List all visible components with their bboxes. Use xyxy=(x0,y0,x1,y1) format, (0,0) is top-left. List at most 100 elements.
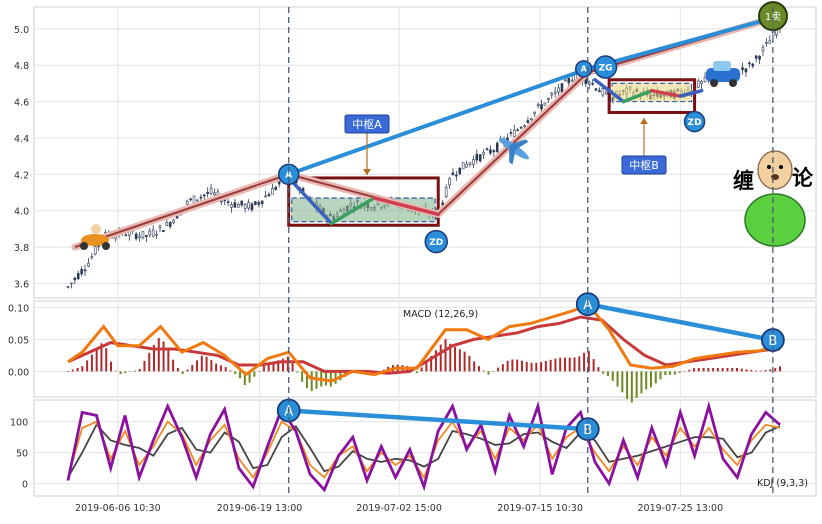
macd-histogram-bar xyxy=(215,363,218,372)
candle-body xyxy=(594,88,598,91)
candle-body xyxy=(604,91,608,95)
macd-divergence-line xyxy=(585,301,776,343)
candle-body xyxy=(536,104,540,106)
candle-body xyxy=(70,282,73,285)
macd-histogram-bar xyxy=(506,360,509,372)
car-wheel xyxy=(729,79,737,87)
macd-histogram-bar xyxy=(587,351,590,372)
x-tick-2: 2019-07-02 15:00 xyxy=(356,503,442,514)
macd-histogram-bar xyxy=(71,369,74,372)
macd-histogram-bar xyxy=(138,368,141,372)
macd-histogram-bar xyxy=(186,369,189,372)
kdj-ytick-2: 0 xyxy=(22,480,28,491)
macd-histogram-bar xyxy=(420,367,423,372)
macd-histogram-bar xyxy=(153,344,156,372)
macd-histogram-bar xyxy=(277,360,280,372)
candle-body xyxy=(155,233,158,236)
candle-body xyxy=(751,63,755,67)
zhongshu-b-callout-label: 中枢B xyxy=(629,158,659,172)
candle-body xyxy=(451,172,455,176)
macd-histogram-bar xyxy=(779,366,781,372)
scooter-body xyxy=(81,234,109,246)
monk-head xyxy=(757,150,793,190)
macd-histogram-bar xyxy=(525,361,528,372)
macd-histogram-bar xyxy=(769,369,772,372)
axes: 3.6 3.8 4.0 4.2 4.4 4.6 4.8 5.0 0.10 0.05 0.00 100 5… xyxy=(8,7,774,514)
macd-histogram-bar xyxy=(167,350,170,372)
candle-body xyxy=(761,47,765,52)
candle-body xyxy=(495,142,499,152)
candle-body xyxy=(543,102,547,106)
macd-histogram-bar xyxy=(329,371,332,387)
macd-histogram-bar xyxy=(454,347,457,372)
candle-body xyxy=(547,98,550,100)
candle-body xyxy=(703,77,707,83)
macd-histogram-bar xyxy=(458,349,461,372)
scooter-wheel xyxy=(102,242,110,250)
candle-body xyxy=(553,91,557,94)
macd-histogram-bar xyxy=(200,355,203,372)
macd-histogram-bar xyxy=(683,371,686,372)
zhongshu-b-callout-arrowhead xyxy=(640,118,648,124)
candle-body xyxy=(601,88,605,96)
candle-body xyxy=(519,127,523,129)
macd-histogram-bar xyxy=(692,368,695,372)
candle-body xyxy=(540,104,543,110)
macd-histogram-bar xyxy=(76,367,79,372)
x-tick-3: 2019-07-15 10:30 xyxy=(497,503,583,514)
candle-body xyxy=(560,83,564,93)
macd-histogram-bar xyxy=(726,367,729,372)
macd-histogram-bar xyxy=(669,371,672,375)
macd-histogram-bar xyxy=(755,370,758,372)
macd-histogram-bar xyxy=(119,371,122,375)
candle-body xyxy=(83,269,87,272)
macd-histogram-bar xyxy=(234,371,237,374)
candle-body xyxy=(73,277,77,281)
kdj-j-line xyxy=(66,400,781,493)
macd-histogram-bar xyxy=(492,371,495,372)
macd-histogram-bar xyxy=(673,371,676,375)
candle-body xyxy=(185,201,189,205)
candle-body xyxy=(233,202,237,208)
zd-b-badge-circle xyxy=(683,110,706,133)
macd-histogram-bar xyxy=(731,367,734,372)
macd-histogram-bar xyxy=(181,371,184,375)
kdj-d-line xyxy=(67,423,781,478)
candle-body xyxy=(591,83,594,85)
candle-body xyxy=(570,79,574,82)
point-a2-price-label: A xyxy=(581,65,588,74)
candle-body xyxy=(530,118,533,120)
macd-histogram-bar xyxy=(688,369,691,372)
macd-histogram-bar xyxy=(439,344,442,372)
macd-histogram-bar xyxy=(702,367,705,372)
macd-ytick-1: 0.05 xyxy=(8,335,29,346)
candle-body xyxy=(230,204,233,208)
macd-ytick-0: 0.10 xyxy=(8,303,29,314)
candle-body xyxy=(758,56,761,60)
macd-histogram-bar xyxy=(114,370,117,372)
stroke-segment-1-2 xyxy=(621,88,654,104)
macd-histogram-bar xyxy=(592,359,595,372)
x-tick-0: 2019-06-06 10:30 xyxy=(75,503,161,514)
macd-histogram-bar xyxy=(649,371,652,388)
candle-body xyxy=(237,203,240,208)
macd-histogram-bar xyxy=(635,371,638,398)
macd-point-a-label: A xyxy=(583,298,592,313)
zd-b-badge-label: ZD xyxy=(688,118,702,128)
macd-histogram-bar xyxy=(444,339,447,372)
macd-histogram-bar xyxy=(90,354,93,372)
macd-dea-line xyxy=(67,315,780,375)
chan-right-glyph: 论 xyxy=(792,166,814,190)
macd-histogram-bar xyxy=(81,366,84,372)
candle-body xyxy=(485,148,489,151)
zhongshu-a-callout-arrowhead xyxy=(363,169,371,175)
macd-histogram-bar xyxy=(449,343,452,372)
kdj-ytick-1: 50 xyxy=(16,449,28,460)
candle-body xyxy=(533,111,537,114)
macd-histogram-bar xyxy=(463,351,466,372)
macd-histogram-bar xyxy=(750,370,753,372)
macd-histogram-bar xyxy=(597,367,600,372)
car-body xyxy=(706,68,740,82)
candle-body xyxy=(189,198,192,201)
